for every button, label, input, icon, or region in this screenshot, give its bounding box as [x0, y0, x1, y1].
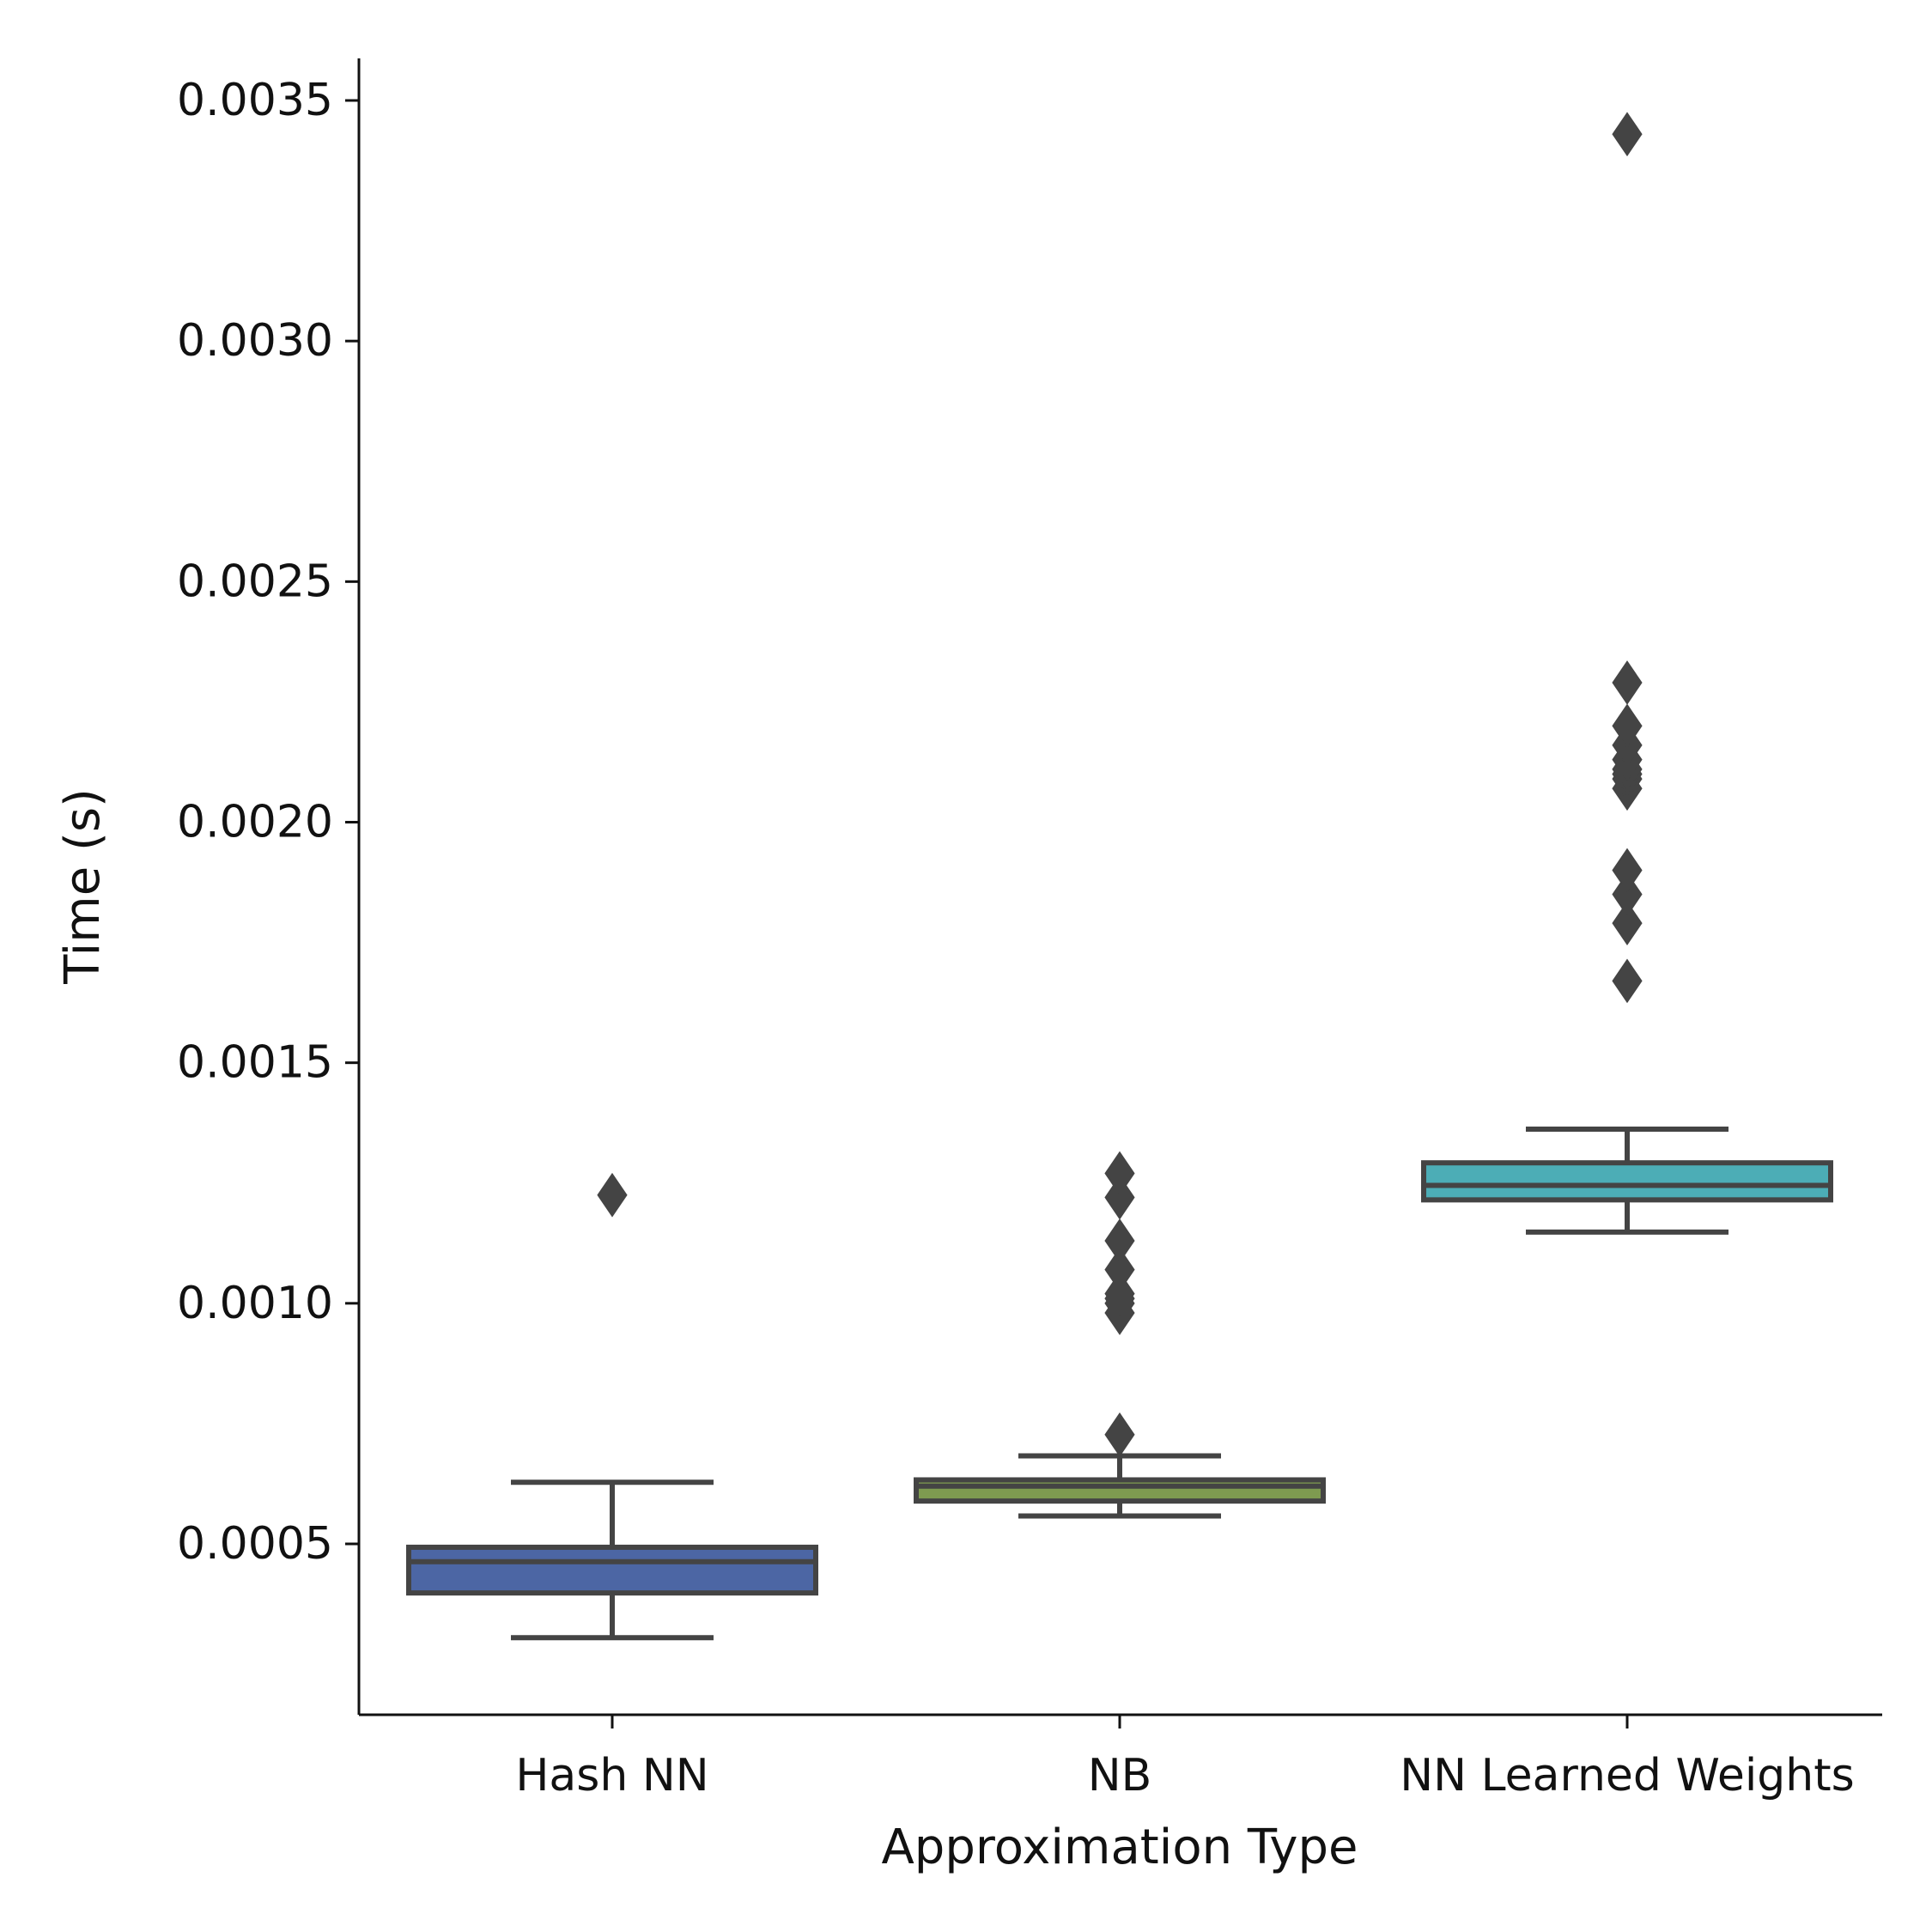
- outlier-point: [1612, 958, 1643, 1004]
- box-group: [406, 1479, 818, 1641]
- y-tick-label: 0.0015: [177, 1037, 333, 1089]
- box-group: [914, 1453, 1326, 1519]
- y-axis-label: Time (s): [55, 788, 111, 985]
- x-tick-label: NB: [1088, 1750, 1152, 1801]
- box-iqr: [1421, 1160, 1833, 1203]
- x-tick-label: Hash NN: [515, 1750, 708, 1801]
- y-ticks: 0.0005 0.0010 0.0015 0.0020 0.0025 0.0030 0.00…: [177, 75, 359, 1570]
- outliers-layer: [597, 112, 1643, 1457]
- outlier-point: [1104, 1271, 1135, 1316]
- outlier-point: [1104, 1175, 1135, 1220]
- outlier-point: [1612, 703, 1643, 749]
- outlier-point: [1612, 112, 1643, 157]
- box-group: [1421, 1126, 1833, 1235]
- y-tick-label: 0.0035: [177, 75, 333, 126]
- x-ticks: Hash NN NB NN Learned Weights: [515, 1715, 1855, 1801]
- outlier-point: [1612, 848, 1643, 893]
- outlier-point: [1612, 901, 1643, 946]
- outlier-point: [597, 1172, 628, 1218]
- boxes-layer: [406, 1126, 1833, 1641]
- outlier-point: [1612, 660, 1643, 705]
- box-iqr: [406, 1544, 818, 1596]
- outlier-point: [1612, 872, 1643, 917]
- y-tick-label: 0.0005: [177, 1518, 333, 1570]
- box-iqr: [914, 1477, 1326, 1504]
- y-tick-label: 0.0030: [177, 315, 333, 367]
- y-tick-label: 0.0020: [177, 797, 333, 848]
- outlier-point: [1104, 1151, 1135, 1196]
- x-tick-label: NN Learned Weights: [1400, 1750, 1854, 1801]
- x-axis-label: Approximation Type: [882, 1820, 1358, 1875]
- outlier-point: [1104, 1412, 1135, 1457]
- outlier-point: [1104, 1218, 1135, 1263]
- y-tick-label: 0.0025: [177, 556, 333, 607]
- outlier-point: [1104, 1247, 1135, 1292]
- y-tick-label: 0.0010: [177, 1278, 333, 1329]
